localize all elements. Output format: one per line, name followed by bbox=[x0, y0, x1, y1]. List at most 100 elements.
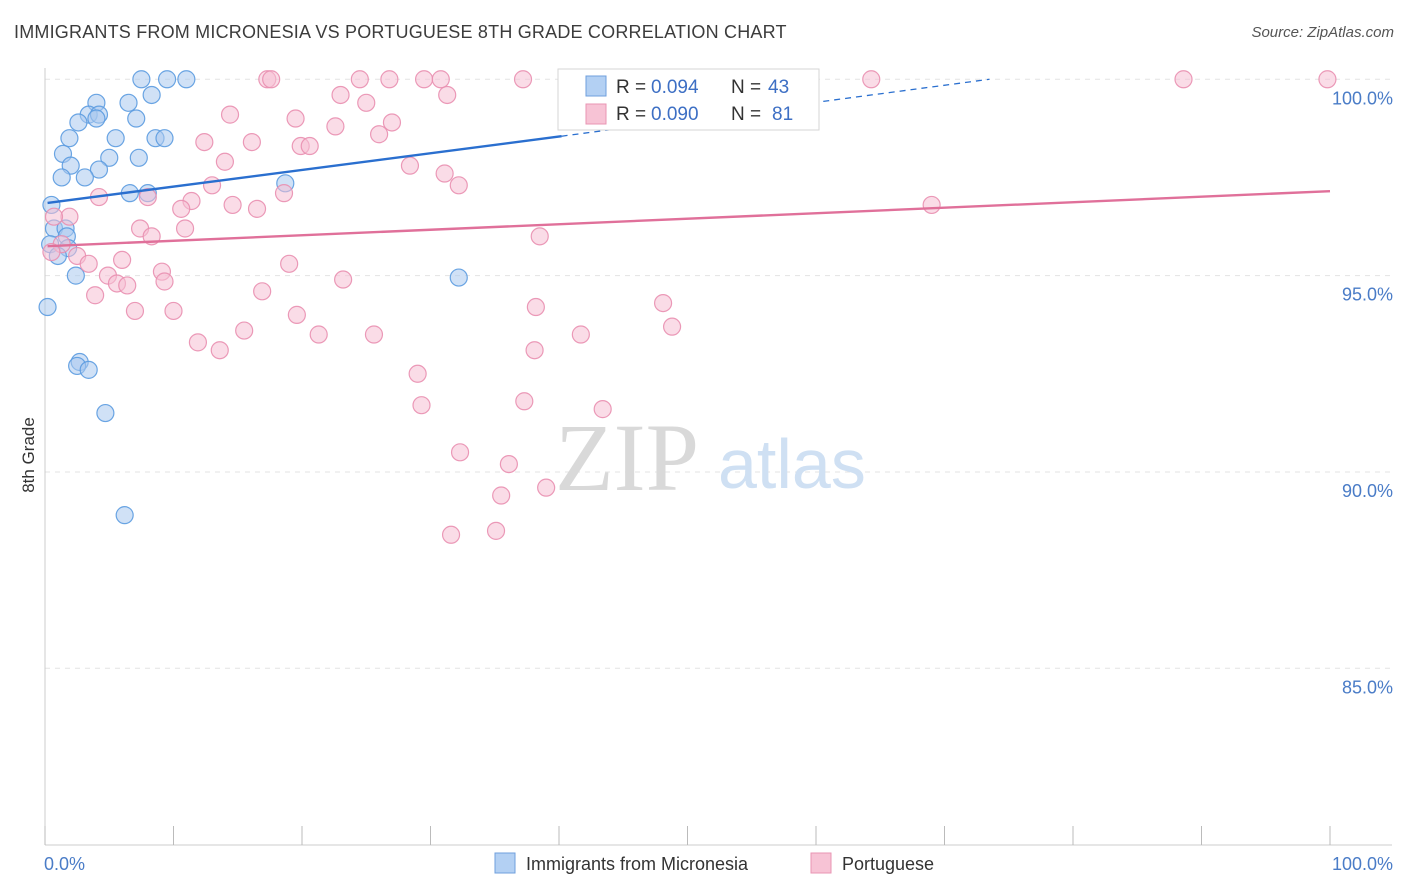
portuguese-point bbox=[653, 293, 673, 313]
portuguese-point bbox=[380, 70, 399, 89]
portuguese-point bbox=[331, 85, 350, 105]
portuguese-point bbox=[412, 396, 431, 415]
legend-n-label: N = bbox=[731, 77, 761, 98]
portuguese-trend-line bbox=[47, 189, 1331, 248]
source-label: Source: ZipAtlas.com bbox=[1251, 24, 1394, 41]
x-tick-label: 0.0% bbox=[44, 854, 85, 874]
legend-r-label: R = bbox=[616, 77, 646, 98]
portuguese-point bbox=[247, 199, 267, 218]
series-label-portuguese[interactable]: Portuguese bbox=[842, 854, 934, 874]
portuguese-point bbox=[350, 70, 369, 89]
stats-legend: R = 0.094 N = 43 R = 0.090 N = 81 bbox=[557, 68, 820, 131]
portuguese-point bbox=[42, 242, 61, 262]
series-legend: Immigrants from Micronesia Portuguese bbox=[494, 852, 934, 874]
legend-n-value: 43 bbox=[768, 77, 789, 98]
series-label-micronesia[interactable]: Immigrants from Micronesia bbox=[526, 854, 749, 874]
series-swatch-micronesia[interactable] bbox=[494, 852, 516, 874]
chart-title: IMMIGRANTS FROM MICRONESIA VS PORTUGUESE… bbox=[14, 22, 787, 42]
x-tick-labels: 0.0% 100.0% bbox=[44, 854, 1393, 874]
portuguese-point bbox=[662, 317, 682, 336]
legend-swatch-pink bbox=[585, 103, 607, 125]
portuguese-point bbox=[195, 132, 214, 152]
portuguese-point bbox=[382, 113, 402, 132]
portuguese-point bbox=[537, 478, 556, 497]
legend-r-value: 0.090 bbox=[651, 104, 699, 125]
micronesia-point bbox=[157, 70, 177, 89]
x-tick-label: 100.0% bbox=[1332, 854, 1393, 874]
portuguese-point bbox=[172, 199, 191, 218]
portuguese-point bbox=[431, 70, 450, 89]
micronesia-trend-line bbox=[47, 135, 562, 205]
portuguese-point bbox=[262, 70, 281, 89]
portuguese-point bbox=[235, 321, 254, 340]
legend-r-value: 0.094 bbox=[651, 77, 699, 98]
legend-r-label: R = bbox=[616, 104, 646, 125]
portuguese-point bbox=[357, 93, 376, 112]
axes bbox=[44, 68, 1392, 846]
data-points bbox=[38, 70, 1337, 544]
portuguese-point bbox=[138, 187, 157, 207]
portuguese-point bbox=[242, 132, 261, 152]
portuguese-point bbox=[44, 207, 64, 226]
portuguese-point bbox=[499, 454, 518, 474]
portuguese-point bbox=[334, 270, 353, 289]
gridlines bbox=[45, 78, 1392, 669]
micronesia-point bbox=[60, 129, 79, 148]
watermark-atlas: atlas bbox=[718, 425, 866, 503]
micronesia-point bbox=[115, 506, 134, 525]
y-tick-label: 90.0% bbox=[1342, 481, 1393, 501]
portuguese-point bbox=[438, 85, 457, 105]
micronesia-point bbox=[69, 113, 88, 132]
portuguese-point bbox=[253, 282, 272, 301]
portuguese-point bbox=[515, 392, 534, 411]
portuguese-point bbox=[526, 297, 545, 317]
micronesia-point bbox=[106, 129, 125, 148]
portuguese-point bbox=[408, 364, 427, 383]
portuguese-point bbox=[220, 105, 240, 124]
y-tick-label: 100.0% bbox=[1332, 88, 1393, 108]
y-tick-label: 95.0% bbox=[1342, 285, 1393, 305]
portuguese-point bbox=[571, 325, 590, 344]
micronesia-point bbox=[75, 168, 94, 187]
portuguese-point bbox=[188, 333, 208, 352]
portuguese-point bbox=[922, 195, 941, 215]
micronesia-point bbox=[89, 160, 109, 179]
portuguese-point bbox=[309, 325, 328, 344]
portuguese-point bbox=[326, 117, 345, 136]
micronesia-point bbox=[96, 403, 115, 423]
portuguese-point bbox=[370, 125, 389, 144]
portuguese-point bbox=[86, 286, 105, 305]
portuguese-point bbox=[125, 301, 145, 321]
portuguese-point bbox=[400, 156, 420, 175]
micronesia-point bbox=[52, 168, 71, 187]
portuguese-point bbox=[414, 70, 434, 89]
portuguese-point bbox=[79, 254, 98, 273]
portuguese-point bbox=[449, 176, 468, 195]
portuguese-point bbox=[164, 301, 183, 321]
portuguese-point bbox=[215, 152, 234, 171]
micronesia-point bbox=[87, 109, 106, 128]
micronesia-point bbox=[142, 85, 161, 105]
y-tick-label: 85.0% bbox=[1342, 677, 1393, 697]
portuguese-point bbox=[60, 207, 79, 226]
y-axis-title: 8th Grade bbox=[19, 417, 38, 493]
micronesia-point bbox=[127, 109, 146, 128]
portuguese-point bbox=[223, 195, 242, 215]
micronesia-point bbox=[79, 360, 98, 379]
micronesia-point bbox=[100, 148, 119, 167]
micronesia-point bbox=[177, 70, 196, 89]
micronesia-point bbox=[155, 129, 174, 148]
series-swatch-portuguese[interactable] bbox=[810, 852, 832, 874]
portuguese-point bbox=[280, 254, 299, 273]
watermark: ZIP atlas bbox=[555, 404, 866, 511]
watermark-zip: ZIP bbox=[555, 404, 699, 511]
micronesia-point bbox=[119, 93, 138, 112]
portuguese-point bbox=[441, 525, 461, 544]
portuguese-point bbox=[513, 70, 533, 89]
portuguese-point bbox=[1174, 70, 1193, 89]
portuguese-point bbox=[435, 164, 454, 183]
portuguese-point bbox=[364, 325, 384, 344]
portuguese-point bbox=[287, 305, 306, 324]
micronesia-point bbox=[66, 266, 85, 285]
